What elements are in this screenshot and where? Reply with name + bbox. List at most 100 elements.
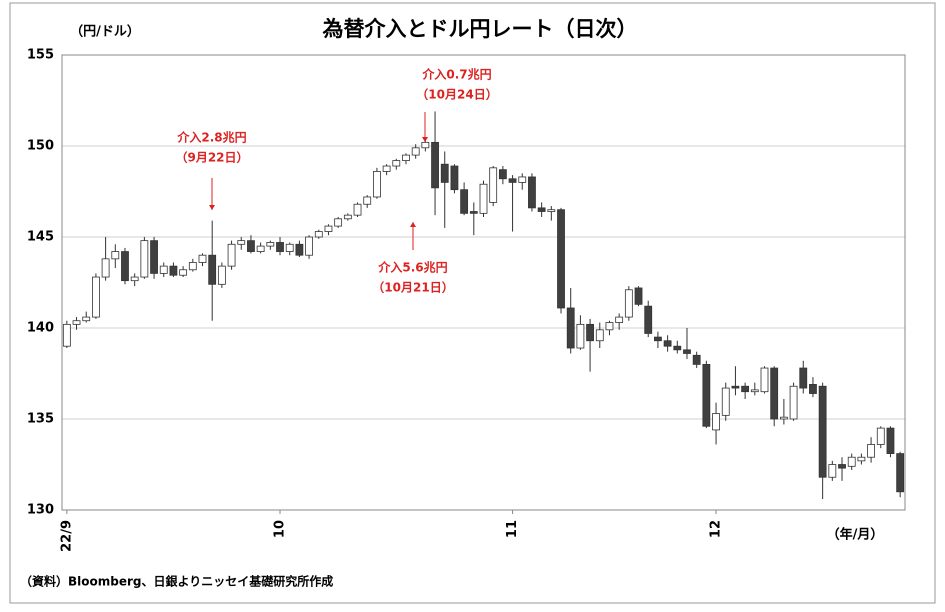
candle-body	[867, 444, 875, 458]
candle-body	[809, 384, 817, 394]
candle-body	[140, 240, 149, 278]
candle-body	[72, 320, 81, 325]
candle-body	[305, 236, 313, 256]
candle-body	[644, 305, 653, 334]
candle-body	[62, 323, 71, 347]
candle-body	[130, 276, 139, 282]
candle-body	[731, 385, 740, 389]
candle-body	[363, 196, 372, 205]
candle-body	[276, 242, 284, 252]
plot-area	[61, 54, 906, 511]
candle-body	[450, 165, 459, 191]
candle-body	[663, 340, 672, 347]
candle-body	[411, 147, 420, 156]
candle-body	[373, 171, 381, 198]
candle-body	[227, 243, 236, 267]
annotation-text: 介入0.7兆円	[421, 67, 491, 82]
candle-body	[896, 453, 905, 493]
candle-body	[557, 209, 565, 309]
candle-body	[721, 387, 730, 416]
candle-body	[789, 385, 798, 420]
candle-body	[324, 225, 333, 232]
candle-body	[392, 160, 401, 167]
arrow-head	[422, 137, 428, 142]
candle-body	[857, 456, 866, 462]
candle-body	[237, 240, 246, 245]
annotation-text: 介入2.8兆円	[176, 130, 246, 145]
candle-body	[576, 323, 585, 349]
candle-body	[188, 262, 197, 271]
candle-body	[92, 276, 100, 318]
candle-body	[421, 141, 430, 149]
candle-body	[624, 289, 633, 318]
x-tick-label: 10	[273, 520, 288, 538]
candle-body	[198, 254, 207, 263]
x-axis-label: （年/月）	[827, 527, 884, 543]
candle-body	[150, 240, 158, 274]
candle-body	[247, 240, 255, 252]
y-tick-label: 140	[27, 321, 54, 336]
candle-body	[876, 427, 885, 445]
x-tick-label: 11	[505, 520, 520, 538]
y-tick-label: 135	[27, 412, 54, 427]
candle-body	[111, 251, 120, 260]
candle-body	[566, 307, 575, 349]
candle-body	[460, 189, 469, 214]
candle-body	[382, 165, 391, 172]
candle-body	[702, 363, 711, 427]
chart-title: 為替介入とドル円レート（日次）	[323, 17, 638, 41]
candle-body	[673, 345, 682, 351]
candle-body	[217, 265, 226, 285]
annotation-text: （9月22日）	[175, 150, 248, 165]
candle-body	[547, 209, 556, 212]
candle-body	[528, 176, 536, 209]
candle-body	[208, 254, 217, 285]
candle-body	[779, 416, 788, 420]
candle-body	[101, 258, 110, 278]
candle-body	[256, 245, 265, 252]
candle-body	[770, 367, 779, 420]
candle-body	[586, 323, 594, 342]
candle-body	[692, 354, 701, 365]
source-note: （資料）Bloomberg、日銀よりニッセイ基礎研究所作成	[20, 574, 333, 589]
candle-body	[121, 251, 129, 282]
annotation-text: （10月21日）	[372, 280, 453, 295]
annotation-text: 介入5.6兆円	[377, 260, 447, 275]
y-tick-label: 155	[27, 48, 54, 63]
arrow-head	[209, 205, 215, 210]
candle-body	[469, 211, 478, 214]
candle-body	[518, 176, 527, 183]
candle-body	[847, 456, 856, 467]
candle-body	[353, 203, 362, 216]
candle-body	[343, 214, 352, 220]
candle-body	[179, 269, 188, 276]
candle-body	[402, 154, 410, 161]
y-tick-label: 150	[27, 139, 54, 154]
candle-body	[82, 316, 91, 322]
candle-body	[314, 231, 323, 238]
candle-body	[159, 265, 168, 274]
annotation-text: （10月24日）	[416, 87, 497, 102]
candle-body	[712, 413, 720, 431]
frame	[9, 2, 936, 604]
candle-body	[886, 427, 895, 454]
candle-body	[741, 385, 750, 393]
candle-body	[799, 367, 808, 389]
candle-body	[266, 242, 275, 247]
candle-body	[818, 385, 827, 478]
candle-body	[295, 243, 304, 256]
candle-body	[683, 349, 691, 354]
candle-body	[285, 243, 294, 252]
arrow-head	[410, 222, 416, 227]
y-tick-label: 130	[27, 503, 54, 518]
y-axis-label: （円/ドル）	[70, 24, 140, 40]
candle-body	[760, 367, 769, 393]
candle-body	[169, 265, 178, 276]
candle-body	[537, 207, 546, 212]
candle-body	[828, 464, 837, 478]
candle-body	[605, 322, 614, 331]
candle-body	[431, 141, 439, 189]
y-tick-label: 145	[27, 230, 54, 245]
x-tick-label: 12	[709, 520, 724, 538]
